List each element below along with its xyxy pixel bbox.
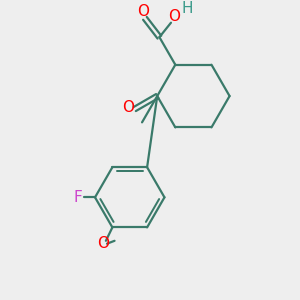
Text: O: O [169, 9, 181, 24]
Text: O: O [122, 100, 134, 115]
Text: O: O [137, 4, 149, 20]
Text: F: F [73, 190, 82, 205]
Text: H: H [182, 1, 193, 16]
Text: O: O [97, 236, 109, 251]
